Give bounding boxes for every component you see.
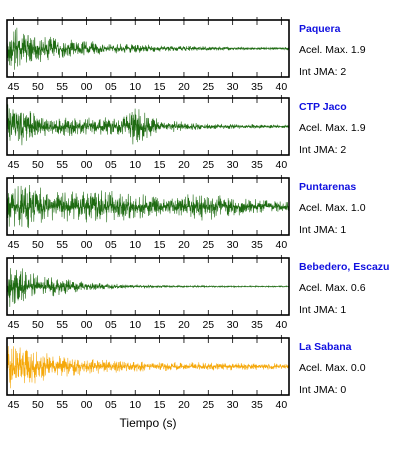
int-jma-label: Int JMA: 0: [299, 384, 346, 396]
x-tick-label: 40: [276, 239, 288, 251]
x-tick-label: 50: [32, 81, 44, 93]
x-tick-label: 45: [8, 399, 20, 411]
x-tick-label: 20: [178, 399, 190, 411]
panel-frame: [6, 177, 290, 236]
x-tick-label: 05: [105, 159, 117, 171]
panel-2: 45 50 55 00 05 10 15 20 25 30 35 40 Puntarenas Acel. …: [6, 175, 366, 251]
x-tick-label: 20: [178, 159, 190, 171]
x-tick-label: 15: [154, 399, 166, 411]
x-tick-label: 50: [32, 319, 44, 331]
x-tick-label: 25: [202, 159, 214, 171]
int-jma-label: Int JMA: 2: [299, 144, 346, 156]
panel-1: 45 50 55 00 05 10 15 20 25 30 35 40 CTP Jaco Acel. Ma…: [6, 95, 366, 171]
waveform-trace: [7, 346, 289, 389]
accel-max-label: Acel. Max. 1.9: [299, 44, 366, 56]
x-tick-label: 00: [81, 81, 93, 93]
accel-max-label: Acel. Max. 1.9: [299, 122, 366, 134]
x-tick-label: 40: [276, 319, 288, 331]
x-tick-label: 30: [227, 399, 239, 411]
int-jma-label: Int JMA: 1: [299, 304, 346, 316]
waveform-trace: [7, 27, 289, 72]
x-tick-label: 30: [227, 239, 239, 251]
accel-max-label: Acel. Max. 1.0: [299, 202, 366, 214]
x-tick-label: 35: [251, 319, 263, 331]
station-name: Paquera: [299, 23, 341, 35]
x-tick-label: 05: [105, 399, 117, 411]
x-tick-label: 55: [56, 159, 68, 171]
x-tick-label: 00: [81, 159, 93, 171]
x-tick-label: 05: [105, 319, 117, 331]
x-tick-label: 00: [81, 239, 93, 251]
panel-frame: [6, 337, 290, 396]
x-tick-label: 30: [227, 319, 239, 331]
x-tick-label: 15: [154, 239, 166, 251]
x-tick-label: 55: [56, 399, 68, 411]
x-tick-label: 05: [105, 239, 117, 251]
x-tick-label: 10: [129, 81, 141, 93]
panels-layer: 45 50 55 00 05 10 15 20 25 30 35 40 Paquera Acel. Max…: [6, 17, 389, 411]
x-tick-label: 25: [202, 319, 214, 331]
x-tick-label: 10: [129, 399, 141, 411]
x-tick-label: 05: [105, 81, 117, 93]
waveform-trace: [7, 104, 289, 146]
x-tick-label: 45: [8, 319, 20, 331]
x-tick-label: 20: [178, 81, 190, 93]
x-tick-label: 40: [276, 159, 288, 171]
x-tick-label: 25: [202, 399, 214, 411]
int-jma-label: Int JMA: 2: [299, 66, 346, 78]
panel-frame: [6, 257, 290, 316]
x-axis-title: Tiempo (s): [120, 416, 177, 430]
x-tick-label: 30: [227, 81, 239, 93]
x-tick-label: 00: [81, 319, 93, 331]
waveform-trace: [7, 268, 289, 307]
station-name: CTP Jaco: [299, 101, 347, 113]
x-tick-label: 35: [251, 239, 263, 251]
x-tick-label: 35: [251, 159, 263, 171]
x-tick-label: 20: [178, 239, 190, 251]
x-tick-label: 55: [56, 319, 68, 331]
x-tick-label: 40: [276, 81, 288, 93]
x-tick-label: 45: [8, 159, 20, 171]
panel-3: 45 50 55 00 05 10 15 20 25 30 35 40 Bebedero, Escazu…: [6, 255, 389, 331]
x-tick-label: 15: [154, 319, 166, 331]
x-tick-label: 55: [56, 81, 68, 93]
x-tick-label: 25: [202, 239, 214, 251]
x-tick-label: 20: [178, 319, 190, 331]
panel-4: 45 50 55 00 05 10 15 20 25 30 35 40 La Sabana Acel. M…: [6, 335, 366, 411]
x-tick-label: 10: [129, 159, 141, 171]
station-name: La Sabana: [299, 341, 352, 353]
panel-frame: [6, 97, 290, 156]
x-tick-label: 15: [154, 159, 166, 171]
x-tick-label: 50: [32, 239, 44, 251]
station-name: Bebedero, Escazu: [299, 261, 389, 273]
x-tick-label: 35: [251, 81, 263, 93]
x-tick-label: 10: [129, 319, 141, 331]
x-tick-label: 00: [81, 399, 93, 411]
waveform-trace: [7, 185, 289, 229]
x-tick-label: 30: [227, 159, 239, 171]
x-tick-label: 25: [202, 81, 214, 93]
x-tick-label: 45: [8, 239, 20, 251]
x-tick-label: 15: [154, 81, 166, 93]
int-jma-label: Int JMA: 1: [299, 224, 346, 236]
x-tick-label: 10: [129, 239, 141, 251]
station-name: Puntarenas: [299, 181, 356, 193]
panel-0: 45 50 55 00 05 10 15 20 25 30 35 40 Paquera Acel. Max…: [6, 17, 366, 93]
x-tick-label: 40: [276, 399, 288, 411]
x-tick-label: 35: [251, 399, 263, 411]
x-tick-label: 50: [32, 399, 44, 411]
panel-frame: [6, 19, 290, 78]
x-tick-label: 55: [56, 239, 68, 251]
accel-max-label: Acel. Max. 0.6: [299, 282, 366, 294]
accel-max-label: Acel. Max. 0.0: [299, 362, 366, 374]
x-tick-label: 45: [8, 81, 20, 93]
x-tick-label: 50: [32, 159, 44, 171]
